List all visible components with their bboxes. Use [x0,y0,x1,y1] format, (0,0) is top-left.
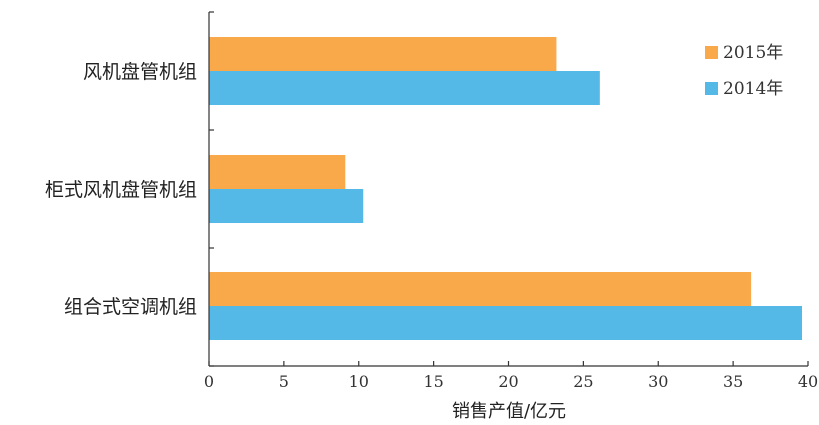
category-label: 组合式空调机组 [64,296,197,318]
x-tick-label: 5 [279,372,289,391]
category-label: 风机盘管机组 [83,61,197,83]
x-axis-title: 销售产值/亿元 [452,401,566,422]
legend-label: 2014年 [723,79,783,99]
legend-label: 2015年 [723,43,783,63]
legend-swatch [705,46,718,59]
x-tick-label: 10 [349,372,369,391]
x-tick-label: 35 [723,372,743,391]
bar-2014-2 [209,306,803,340]
x-tick-label: 30 [648,372,668,391]
x-tick-label: 25 [573,372,593,391]
bar-2015-1 [209,155,346,189]
bars-group [209,37,803,340]
x-tick-label: 15 [423,372,443,391]
x-ticks-group: 0 5 10 15 20 25 30 35 40 [204,361,818,391]
bar-2014-1 [209,189,364,223]
bar-2015-0 [209,37,557,71]
bar-2014-0 [209,71,600,105]
x-tick-label: 20 [498,372,518,391]
x-tick-label: 0 [204,372,214,391]
legend-swatch [705,82,718,95]
bar-2015-2 [209,272,752,306]
x-tick-label: 40 [798,372,818,391]
legend: 2015年 2014年 [705,43,783,99]
y-ticks-group [209,11,214,367]
category-label: 柜式风机盘管机组 [45,179,197,201]
